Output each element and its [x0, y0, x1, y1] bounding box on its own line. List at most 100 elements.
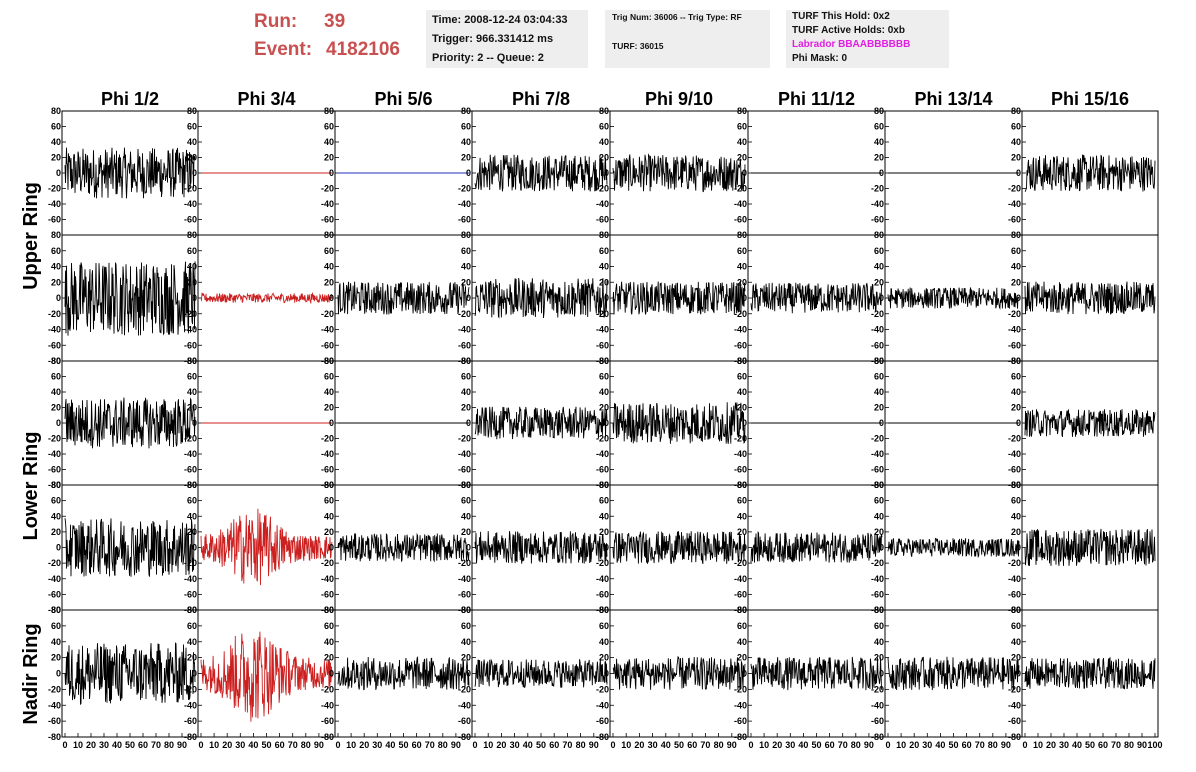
y-tick-label-r3-c2-3: 20	[187, 403, 197, 413]
x-tick-label-c2-6: 60	[275, 740, 285, 750]
y-tick-label-r5-c8-5: -20	[1008, 684, 1021, 694]
y-tick-label-r4-c1-5: -20	[48, 558, 61, 568]
x-tick-label-c3-5: 50	[398, 740, 408, 750]
y-tick-label-r5-c4-4: 0	[466, 669, 471, 679]
y-tick-label-r3-c7-5: -20	[871, 434, 884, 444]
y-tick-label-r4-c8-0: 80	[1011, 480, 1021, 490]
y-tick-label-r1-c2-6: -40	[184, 199, 197, 209]
y-tick-label-r3-c5-6: -40	[596, 449, 609, 459]
x-tick-label-c8-3: 30	[1059, 740, 1069, 750]
y-tick-label-r5-c1-7: -60	[48, 716, 61, 726]
y-tick-label-r2-c7-2: 40	[874, 262, 884, 272]
x-tick-label-c8-8: 80	[1124, 740, 1134, 750]
y-tick-label-r2-c1-6: -40	[48, 325, 61, 335]
y-tick-label-r1-c4-7: -60	[458, 215, 471, 225]
x-tick-label-c5-1: 10	[621, 740, 631, 750]
y-tick-label-r4-c2-2: 40	[187, 511, 197, 521]
y-tick-label-r3-c4-0: 80	[461, 356, 471, 366]
y-tick-label-r1-c2-2: 40	[187, 137, 197, 147]
y-tick-label-r2-c2-1: 60	[187, 246, 197, 256]
y-tick-label-r1-c1-7: -60	[48, 215, 61, 225]
x-tick-label-c4-2: 20	[496, 740, 506, 750]
y-tick-label-r4-c1-4: 0	[56, 543, 61, 553]
y-tick-label-r1-c4-3: 20	[461, 153, 471, 163]
y-tick-label-r2-c8-0: 80	[1011, 230, 1021, 240]
y-tick-label-r1-c3-0: 80	[324, 106, 334, 116]
y-tick-label-r1-c6-3: 20	[737, 153, 747, 163]
x-tick-label-c5-7: 70	[700, 740, 710, 750]
x-tick-label-c1-6: 60	[138, 740, 148, 750]
y-tick-label-r2-c6-1: 60	[737, 246, 747, 256]
y-tick-label-r1-c2-7: -60	[184, 215, 197, 225]
y-tick-label-r2-c8-5: -20	[1008, 309, 1021, 319]
x-tick-label-c7-6: 60	[962, 740, 972, 750]
y-tick-label-r1-c3-7: -60	[321, 215, 334, 225]
y-tick-label-r4-c4-1: 60	[461, 496, 471, 506]
y-tick-label-r2-c1-7: -60	[48, 340, 61, 350]
y-tick-label-r1-c7-2: 40	[874, 137, 884, 147]
y-tick-label-r1-c5-0: 80	[599, 106, 609, 116]
trigger-text: Trigger: 966.331412 ms	[432, 33, 554, 45]
y-tick-label-r3-c3-5: -20	[321, 434, 334, 444]
y-tick-label-r3-c3-3: 20	[324, 403, 334, 413]
y-tick-label-r5-c6-2: 40	[737, 637, 747, 647]
x-tick-label-c2-5: 50	[261, 740, 271, 750]
y-tick-label-r1-c7-6: -40	[871, 199, 884, 209]
y-tick-label-r4-c3-6: -40	[321, 574, 334, 584]
waveform-trace-r4-c1	[64, 518, 196, 577]
y-tick-label-r2-c6-5: -20	[734, 309, 747, 319]
y-tick-label-r5-c8-2: 40	[1011, 637, 1021, 647]
y-tick-label-r5-c6-4: 0	[742, 669, 747, 679]
waveform-trace-r2-c3	[337, 281, 470, 315]
x-tick-label-c8-4: 40	[1072, 740, 1082, 750]
x-tick-label-c7-9: 90	[1001, 740, 1011, 750]
y-tick-label-r4-c7-6: -40	[871, 574, 884, 584]
labrador-text: Labrador BBAABBBBBB	[792, 39, 911, 50]
y-tick-label-r4-c1-3: 20	[51, 527, 61, 537]
y-tick-label-r5-c8-1: 60	[1011, 621, 1021, 631]
y-tick-label-r2-c2-2: 40	[187, 262, 197, 272]
y-tick-label-r2-c1-8: -80	[48, 356, 61, 366]
x-tick-label-c6-1: 10	[759, 740, 769, 750]
x-tick-label-c4-4: 40	[523, 740, 533, 750]
y-tick-label-r3-c6-4: 0	[742, 418, 747, 428]
y-tick-label-r5-c2-8: -80	[184, 732, 197, 742]
x-tick-label-c7-8: 80	[988, 740, 998, 750]
x-tick-label-c6-5: 50	[811, 740, 821, 750]
y-tick-label-r3-c6-1: 60	[737, 372, 747, 382]
y-tick-label-r2-c5-5: -20	[596, 309, 609, 319]
x-tick-label-c6-6: 60	[825, 740, 835, 750]
run-value: 39	[324, 11, 346, 32]
y-tick-label-r3-c4-3: 20	[461, 403, 471, 413]
y-tick-label-r2-c8-2: 40	[1011, 262, 1021, 272]
x-tick-label-c1-9: 90	[177, 740, 187, 750]
y-tick-label-r1-c4-6: -40	[458, 199, 471, 209]
y-tick-label-r2-c6-0: 80	[737, 230, 747, 240]
y-tick-label-r1-c6-2: 40	[737, 137, 747, 147]
y-tick-label-r3-c8-7: -60	[1008, 465, 1021, 475]
y-tick-label-r2-c4-7: -60	[458, 340, 471, 350]
y-tick-label-r1-c3-4: 0	[329, 168, 334, 178]
y-tick-label-r3-c3-4: 0	[329, 418, 334, 428]
y-tick-label-r4-c3-3: 20	[324, 527, 334, 537]
turf-active-holds-text: TURF Active Holds: 0xb	[792, 25, 905, 36]
y-tick-label-r3-c2-7: -60	[184, 465, 197, 475]
x-tick-label-c4-7: 70	[562, 740, 572, 750]
column-header-phi-3: Phi 5/6	[374, 89, 432, 109]
y-tick-label-r4-c8-2: 40	[1011, 511, 1021, 521]
y-tick-label-r3-c6-5: -20	[734, 434, 747, 444]
y-tick-label-r5-c1-1: 60	[51, 621, 61, 631]
x-tick-label-c8-10: 100	[1147, 740, 1162, 750]
y-tick-label-r4-c6-7: -60	[734, 589, 747, 599]
y-tick-label-r4-c2-3: 20	[187, 527, 197, 537]
x-tick-label-c1-8: 80	[164, 740, 174, 750]
x-tick-label-c5-4: 40	[661, 740, 671, 750]
y-tick-label-r4-c1-8: -80	[48, 605, 61, 615]
y-tick-label-r1-c4-5: -20	[458, 184, 471, 194]
y-tick-label-r5-c6-7: -60	[734, 716, 747, 726]
y-tick-label-r5-c3-0: 80	[324, 605, 334, 615]
x-tick-label-c8-2: 20	[1046, 740, 1056, 750]
y-tick-label-r4-c1-7: -60	[48, 589, 61, 599]
y-tick-label-r2-c5-3: 20	[599, 277, 609, 287]
y-tick-label-r4-c7-5: -20	[871, 558, 884, 568]
